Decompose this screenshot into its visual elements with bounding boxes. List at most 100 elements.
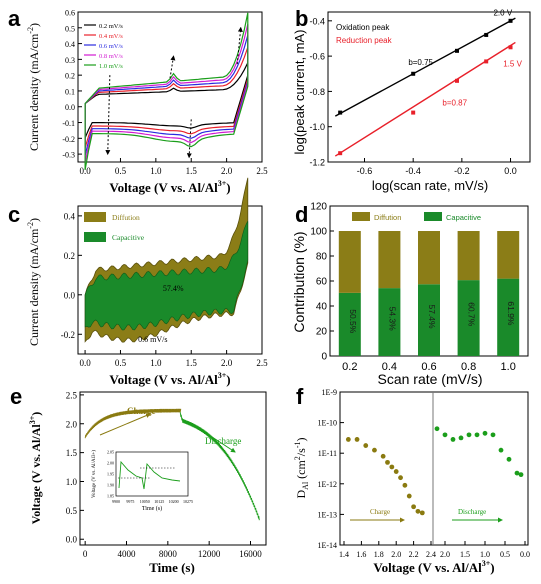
bar-label: 54.3% [387,307,397,332]
charge-arrow [99,413,151,436]
panel-f-xtick-label: 0.0 [520,550,530,559]
panel-e-xtick-label: 16000 [239,549,262,559]
panel-a-xlabel: Voltage (V vs. Al/Al3+) [109,179,230,195]
panel-a-ytick-label: 0.2 [65,72,75,81]
panel-c-xtick-label: 1.0 [150,358,162,368]
data-point [454,48,459,53]
panel-d-xtick-label: 0.8 [461,361,476,373]
legend-label: Capacitive [112,233,145,242]
discharge-point [450,437,456,442]
panel-d-axes: 0 20 40 60 80 100 120 0.2 0.4 0.6 0.8 1.0 [310,202,516,374]
charge-point [363,443,369,448]
panel-c-xlabel: Voltage (V vs. Al/Al3+) [109,371,230,387]
panel-d-xlabel: Scan rate (mV/s) [377,371,482,387]
panel-a-ytick-label: 0.0 [65,103,75,112]
panel-b-ytick-label: -0.4 [309,16,325,26]
data-point [338,110,343,115]
fit-annotation: b=0.75 [408,58,433,67]
inset-curve [118,460,181,490]
capacitive-area [84,221,249,331]
panel-e-ytick-label: 2.5 [66,390,78,400]
charge-point [345,437,351,442]
panel-f-xtick-label: 2.2 [409,550,419,559]
panel-d-ytick-label: 100 [310,227,327,238]
inset-xlabel: Time (s) [142,505,162,512]
charge-point [402,482,408,488]
discharge-point [498,447,504,453]
legend-swatch [352,212,370,221]
area-annotation: 0.6 mV/s [138,335,167,344]
bar-capacitive [418,284,440,356]
discharge-point [474,432,480,438]
legend-label: Diffution [112,213,140,222]
panel-b-ytick-label: -1.2 [309,158,325,168]
charge-point [406,493,412,499]
panel-e-plot: Charge Discharge [84,406,260,521]
panel-f-xtick-label: 0.5 [500,550,510,559]
legend-label: 1.0 mV/s [99,63,123,70]
data-point [508,45,513,50]
panel-a-xtick-label: 1.5 [186,166,198,176]
charge-point [380,453,386,459]
charge-label: Charge [127,406,156,416]
panel-b-axes: -0.6 -0.4 -0.2 0.0 -1.2 -1.0 -0.8 -0.6 -0.4 [309,16,516,176]
charge-curve [84,408,182,439]
panel-a-ytick-label: 0.4 [65,40,75,49]
inset-ytick-label: 1.95 [107,472,114,477]
panel-b-ytick-label: -1.0 [309,122,325,132]
bar-capacitive [457,280,480,356]
panel-d-letter: d [295,202,308,227]
discharge-point [514,470,520,476]
charge-point [415,508,421,514]
legend-label: Reduction peak [336,36,393,45]
discharge-point [458,435,464,441]
charge-point [372,447,377,453]
inset-ytick-label: 1.90 [107,483,114,488]
panel-e-ytick-label: 1.5 [66,448,78,458]
charge-point [419,510,425,516]
panel-c-axes: 0.0 0.5 1.0 1.5 2.0 2.5 -0.2 0.0 0.2 0.4 [61,211,268,368]
panel-d-ytick-label: 80 [316,252,328,263]
panel-d: d 0 20 40 60 80 100 120 0.2 0.4 0.6 0.8 1.0 50.5% 54… [291,202,529,387]
panel-d-plot: 50.5% 54.3% 57.4% 60.7% 61.9% [338,231,520,356]
bar-label: 61.9% [506,301,516,326]
panel-c-xtick-label: 1.5 [186,358,198,368]
data-point [454,78,459,83]
bar-diffution [418,231,440,285]
discharge-curve [179,412,260,521]
bar-label: 60.7% [467,302,477,327]
inset-xtick-label: 10050 [140,499,150,504]
panel-d-xtick-label: 0.6 [421,361,436,373]
panel-c-ytick-label: -0.2 [61,330,75,340]
panel-a-curves [84,12,249,171]
panel-e-xtick-label: 4000 [118,549,137,559]
panel-b-xlabel: log(scan rate, mV/s) [372,178,488,193]
bar-diffution [378,231,401,289]
panel-b-xtick-label: 0.0 [504,166,517,176]
panel-c: c 0.0 0.5 1.0 1.5 2.0 2.5-0.20.00.20.4 57.4%0… [8,177,268,387]
panel-a-ytick-label: -0.1 [62,119,75,128]
panel-d-ytick-label: 0 [321,352,327,363]
panel-a-xtick-label: 0.5 [115,166,127,176]
discharge-point [442,432,448,438]
panel-c-frame [77,205,263,355]
panel-b-plot: 2.0 V b=0.75 1.5 V b=0.87 [334,9,523,157]
legend-label: 0.8 mV/s [99,53,123,60]
panel-c-ytick-label: 0.4 [64,211,76,221]
bar-label: 57.4% [427,304,437,329]
panel-f-ytick-label: 1E-9 [321,388,337,397]
panel-f-ylabel: DAl (cm2/s-1) [293,437,310,498]
panel-e-frame [79,391,267,546]
legend-label: 0.4 mV/s [99,33,123,40]
panel-f-xtick-label: 1.6 [356,550,366,559]
panel-e-letter: e [10,384,22,409]
bar-diffution [338,231,361,293]
bar-diffution [497,231,520,279]
panel-a-ytick-label: 0.3 [65,56,75,65]
panel-e-xtick-label: 8000 [159,549,178,559]
bar-capacitive [378,288,401,356]
panel-b-ytick-label: -0.6 [309,52,325,62]
panel-a-xtick-label: 2.0 [221,166,233,176]
discharge-point [518,472,524,478]
